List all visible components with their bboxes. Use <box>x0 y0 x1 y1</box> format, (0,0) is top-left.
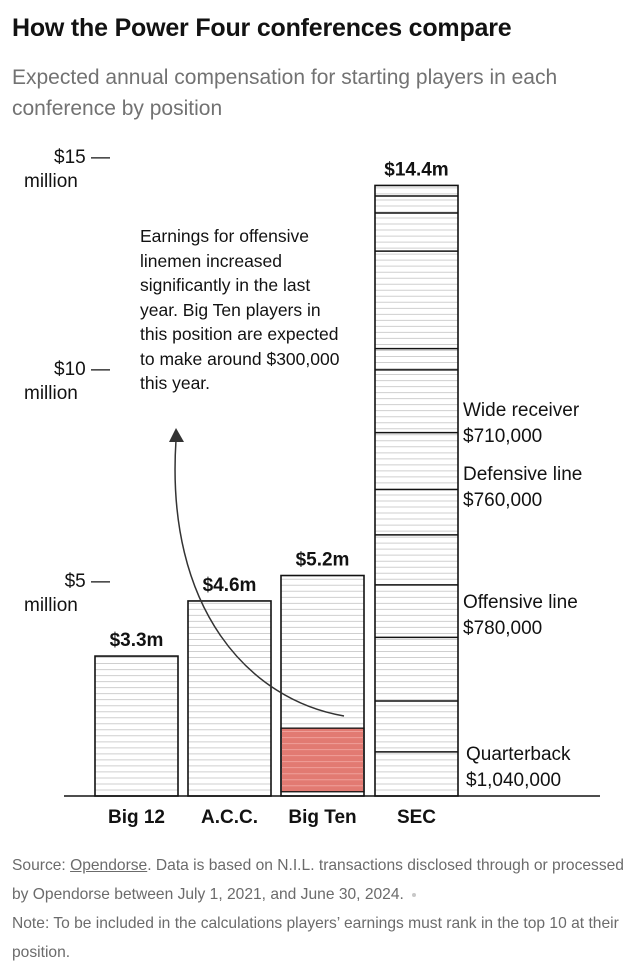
chart-annotation: Earnings for offensive linemen increased… <box>140 226 340 393</box>
x-tick-label: A.C.C. <box>201 807 258 828</box>
source-prefix: Source: <box>12 857 71 874</box>
y-tick-value: $10 — <box>54 359 110 380</box>
bar-total-label: $14.4m <box>384 159 448 180</box>
bar-big-12 <box>94 655 179 797</box>
bar-total-label: $3.3m <box>110 630 164 651</box>
note-text: Note: To be included in the calculations… <box>12 915 619 961</box>
y-tick-label: $15 — million <box>0 146 110 194</box>
separator-dot-icon <box>411 892 416 897</box>
segment-position: Wide receiver <box>463 400 580 421</box>
source-text: . Data is based on N.I.L. transactions d… <box>12 857 624 903</box>
y-tick-label: $10 — million <box>0 358 110 406</box>
x-tick-label: SEC <box>397 807 436 828</box>
segment-value: $760,000 <box>463 490 543 511</box>
y-tick-unit: million <box>24 383 78 404</box>
source-note: Source: Opendorse. Data is based on N.I.… <box>12 851 624 967</box>
segment-value: $1,040,000 <box>466 770 562 791</box>
segment-position: Quarterback <box>466 744 571 765</box>
segment-position: Defensive line <box>463 464 583 485</box>
bar-a-c-c- <box>187 600 272 797</box>
y-tick-unit: million <box>24 595 78 616</box>
chart-subtitle: Expected annual compensation for startin… <box>12 66 558 120</box>
y-tick-unit: million <box>24 171 78 192</box>
segment-label: Defensive line $760,000 <box>463 462 582 514</box>
segment-position: Offensive line <box>463 592 578 613</box>
y-tick-label: $5 — million <box>0 570 110 618</box>
x-tick-label: Big Ten <box>288 807 356 828</box>
bar-sec <box>374 184 459 797</box>
y-tick-value: $5 — <box>64 571 110 592</box>
annotation-arrow <box>174 439 345 717</box>
bar-total-label: $5.2m <box>296 550 350 571</box>
y-tick-value: $15 — <box>54 147 110 168</box>
x-tick-label: Big 12 <box>108 807 165 828</box>
chart-title: How the Power Four conferences compare <box>12 14 512 42</box>
highlight-segment <box>282 728 363 792</box>
segment-value: $710,000 <box>463 426 543 447</box>
segment-label: Wide receiver $710,000 <box>463 398 579 450</box>
source-link[interactable]: Opendorse <box>70 857 148 874</box>
segment-value: $780,000 <box>463 618 543 639</box>
bar-total-label: $4.6m <box>203 575 257 596</box>
arrowhead-icon <box>169 428 184 442</box>
segment-label: Quarterback $1,040,000 <box>466 742 571 794</box>
segment-label: Offensive line $780,000 <box>463 590 578 642</box>
